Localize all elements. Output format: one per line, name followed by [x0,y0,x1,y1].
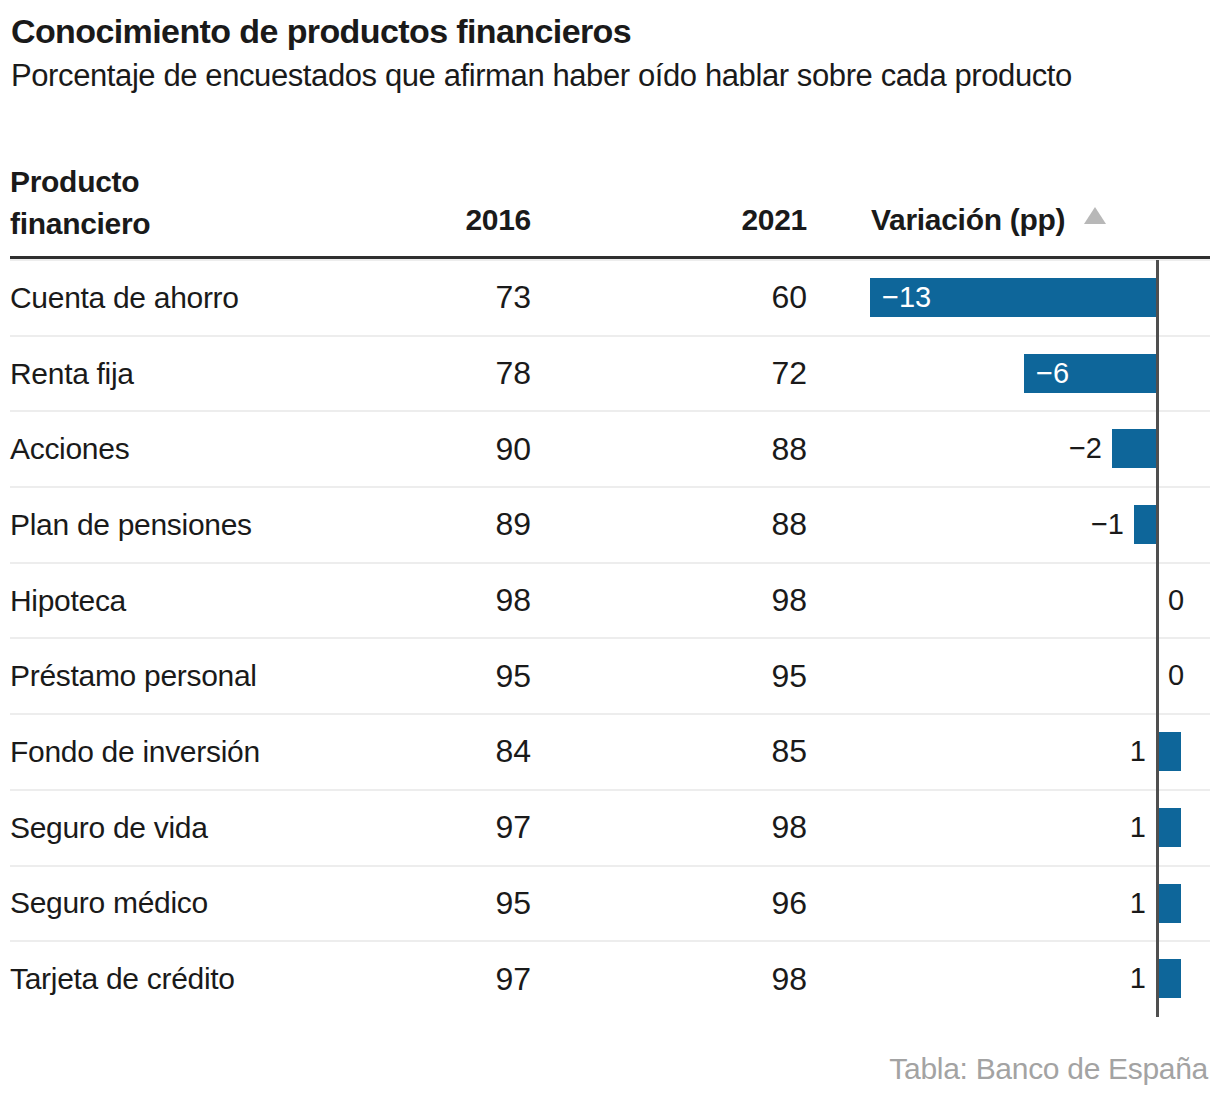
value-2016-cell: 73 [380,260,531,336]
variation-value-label: 0 [1168,581,1184,620]
page-title: Conocimiento de productos financieros [11,12,631,51]
variation-bar [1159,808,1181,847]
value-2016-cell: 78 [380,336,531,412]
table-row: Tarjeta de crédito 97 98 1 [0,941,1220,1017]
variation-bar [1112,429,1156,468]
value-2021-cell: 96 [650,866,807,942]
variation-value-label: 1 [1130,959,1146,998]
chart-table-page: Conocimiento de productos financieros Po… [0,0,1220,1102]
value-2016-cell: 95 [380,866,531,942]
column-header-product-line1: Producto [10,161,150,203]
variation-value-label: −1 [1091,505,1124,544]
value-2021-cell: 72 [650,336,807,412]
product-cell: Préstamo personal [10,638,257,714]
value-2016-cell: 97 [380,790,531,866]
variation-bar [1134,505,1156,544]
value-2016-cell: 98 [380,563,531,639]
variation-bar [1159,959,1181,998]
product-cell: Plan de pensiones [10,487,252,563]
table-body: Cuenta de ahorro 73 60 −13 Renta fija 78… [0,260,1220,1017]
product-cell: Cuenta de ahorro [10,260,239,336]
product-cell: Seguro médico [10,866,208,942]
column-header-variation[interactable]: Variación (pp) [871,203,1065,237]
product-cell: Tarjeta de crédito [10,941,235,1017]
page-subtitle: Porcentaje de encuestados que afirman ha… [11,58,1072,94]
column-header-product-line2: financiero [10,203,150,245]
value-2016-cell: 97 [380,941,531,1017]
product-cell: Seguro de vida [10,790,208,866]
variation-value-label: −6 [1024,354,1069,393]
value-2021-cell: 98 [650,563,807,639]
value-2021-cell: 60 [650,260,807,336]
value-2021-cell: 98 [650,790,807,866]
variation-value-label: −2 [1069,429,1102,468]
variation-value-label: 0 [1168,656,1184,695]
product-cell: Hipoteca [10,563,126,639]
sort-triangle-up-icon[interactable] [1084,207,1106,224]
table-row: Plan de pensiones 89 88 −1 [0,487,1220,563]
variation-value-label: 1 [1130,808,1146,847]
value-2021-cell: 85 [650,714,807,790]
variation-value-label: 1 [1130,884,1146,923]
product-cell: Fondo de inversión [10,714,260,790]
table-row: Acciones 90 88 −2 [0,411,1220,487]
column-header-2021[interactable]: 2021 [650,203,807,237]
value-2021-cell: 88 [650,487,807,563]
table-row: Hipoteca 98 98 0 [0,563,1220,639]
variation-value-label: 1 [1130,732,1146,771]
value-2016-cell: 90 [380,411,531,487]
product-cell: Renta fija [10,336,134,412]
table-row: Renta fija 78 72 −6 [0,336,1220,412]
table-row: Seguro médico 95 96 1 [0,866,1220,942]
variation-bar [1159,884,1181,923]
source-credit: Tabla: Banco de España [889,1052,1208,1086]
variation-bar [1159,732,1181,771]
table-row: Cuenta de ahorro 73 60 −13 [0,260,1220,336]
variation-value-label: −13 [870,278,931,317]
value-2016-cell: 95 [380,638,531,714]
value-2021-cell: 95 [650,638,807,714]
value-2021-cell: 88 [650,411,807,487]
value-2016-cell: 89 [380,487,531,563]
column-header-2016[interactable]: 2016 [380,203,531,237]
product-cell: Acciones [10,411,129,487]
table-row: Seguro de vida 97 98 1 [0,790,1220,866]
value-2021-cell: 98 [650,941,807,1017]
table-row: Fondo de inversión 84 85 1 [0,714,1220,790]
value-2016-cell: 84 [380,714,531,790]
column-header-product: Producto financiero [10,161,150,245]
table-row: Préstamo personal 95 95 0 [0,638,1220,714]
